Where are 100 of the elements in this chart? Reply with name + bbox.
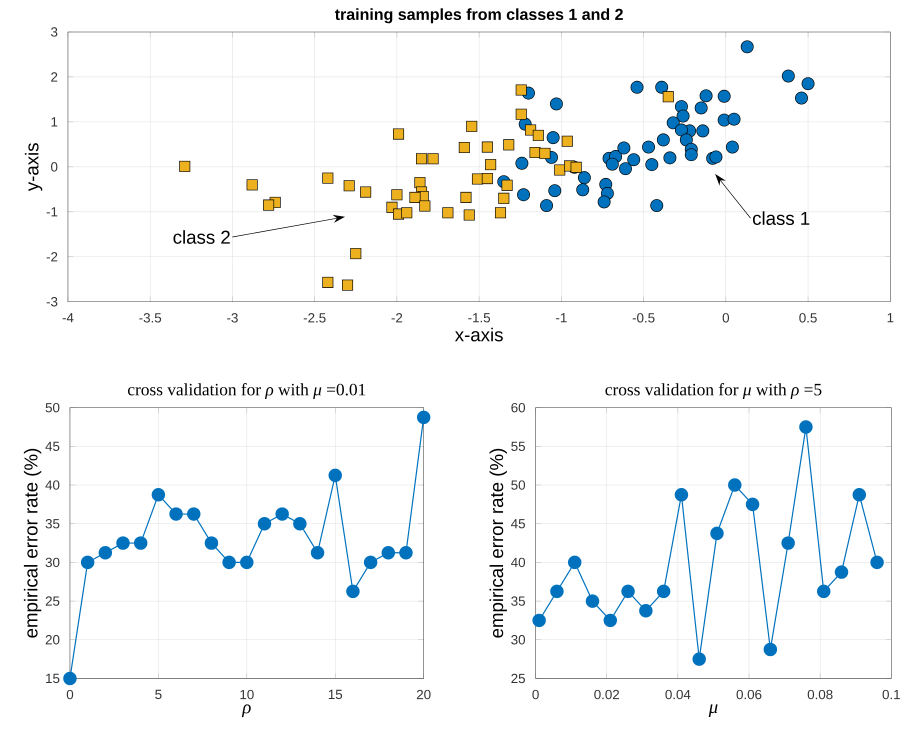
x-tick-label: 5 bbox=[155, 690, 162, 699]
y-axis-title: empirical error rate (%) bbox=[490, 448, 507, 638]
point bbox=[293, 516, 307, 530]
point bbox=[63, 672, 77, 685]
point bbox=[550, 584, 564, 598]
y-tick-label: 60 bbox=[511, 402, 526, 412]
point bbox=[627, 152, 640, 166]
point bbox=[98, 546, 112, 560]
annotation: class 1 bbox=[752, 211, 810, 225]
x-tick-label: 0.1 bbox=[882, 690, 900, 700]
point bbox=[344, 180, 355, 192]
point bbox=[656, 584, 670, 598]
point bbox=[795, 91, 808, 104]
x-tick-label: -2 bbox=[392, 312, 402, 322]
x-tick-label: 1 bbox=[888, 312, 894, 322]
point bbox=[642, 140, 655, 154]
chart-title: cross validation for μ with ρ =5 bbox=[605, 382, 822, 399]
point bbox=[598, 195, 611, 208]
point bbox=[416, 153, 428, 164]
point bbox=[554, 164, 566, 176]
chart-title: cross validation for ρ with μ =0.01 bbox=[128, 382, 366, 399]
x-tick-label: -3 bbox=[227, 312, 238, 322]
point bbox=[80, 555, 94, 569]
point bbox=[606, 157, 619, 170]
y-tick-label: 20 bbox=[46, 634, 60, 644]
point bbox=[322, 276, 334, 288]
point bbox=[498, 192, 510, 204]
chart-title: training samples from classes 1 and 2 bbox=[334, 8, 623, 24]
point bbox=[684, 148, 698, 161]
point bbox=[662, 90, 674, 102]
point bbox=[548, 184, 562, 197]
point bbox=[568, 555, 582, 569]
x-tick-label: 0.04 bbox=[665, 690, 690, 700]
point bbox=[409, 192, 421, 203]
y-tick-label: 1 bbox=[52, 117, 58, 126]
x-axis-title: μ bbox=[708, 704, 718, 717]
point bbox=[645, 158, 658, 171]
point bbox=[328, 468, 342, 482]
x-tick-label: -4 bbox=[62, 312, 74, 322]
x-tick-label: 0.08 bbox=[808, 690, 833, 700]
point bbox=[692, 652, 706, 666]
point bbox=[322, 172, 334, 184]
point bbox=[169, 507, 183, 521]
point bbox=[570, 162, 582, 173]
point bbox=[482, 141, 493, 152]
point bbox=[516, 108, 527, 120]
point bbox=[382, 546, 396, 560]
y-tick-label: 35 bbox=[511, 596, 525, 606]
point bbox=[442, 206, 454, 218]
x-axis-title: ρ bbox=[242, 704, 251, 717]
y-tick-label: -2 bbox=[46, 252, 58, 262]
y-tick-label: 55 bbox=[511, 441, 525, 451]
point bbox=[494, 206, 506, 218]
y-tick-label: 30 bbox=[511, 634, 526, 644]
point bbox=[639, 604, 653, 618]
point bbox=[428, 153, 439, 164]
y-tick-label: 25 bbox=[46, 596, 60, 606]
point bbox=[663, 151, 676, 164]
point bbox=[399, 546, 413, 560]
point bbox=[680, 133, 693, 146]
point bbox=[275, 507, 289, 521]
point bbox=[621, 584, 635, 598]
point bbox=[482, 172, 493, 184]
point bbox=[515, 156, 528, 170]
x-tick-label: 0 bbox=[532, 690, 539, 700]
point bbox=[562, 135, 573, 147]
point bbox=[781, 536, 795, 550]
point bbox=[517, 188, 530, 201]
x-tick-label: -1 bbox=[556, 312, 567, 322]
point bbox=[746, 497, 760, 511]
y-tick-label: -3 bbox=[46, 296, 58, 306]
x-tick-label: -2.5 bbox=[304, 312, 326, 322]
y-tick-label: 0 bbox=[51, 162, 58, 172]
x-tick-label: 0 bbox=[66, 690, 74, 700]
point bbox=[393, 128, 404, 140]
point bbox=[464, 209, 475, 220]
point bbox=[696, 124, 710, 138]
point bbox=[619, 162, 632, 175]
point bbox=[360, 186, 372, 198]
point bbox=[740, 40, 754, 54]
point bbox=[710, 150, 722, 164]
x-tick-label: 0 bbox=[722, 312, 730, 322]
y-tick-label: -1 bbox=[46, 207, 58, 216]
point bbox=[666, 116, 680, 130]
point bbox=[458, 142, 470, 153]
point bbox=[466, 120, 478, 132]
y-tick-label: 25 bbox=[511, 674, 525, 683]
point bbox=[728, 478, 742, 492]
point bbox=[539, 148, 550, 159]
point bbox=[834, 565, 848, 579]
point bbox=[179, 160, 190, 172]
point bbox=[728, 112, 741, 126]
y-axis-title: empirical error rate (%) bbox=[24, 448, 42, 638]
x-tick-label: 15 bbox=[328, 690, 342, 699]
y-tick-label: 45 bbox=[45, 441, 60, 451]
point bbox=[540, 198, 554, 212]
point bbox=[460, 192, 472, 203]
point bbox=[782, 69, 795, 82]
point bbox=[346, 584, 360, 598]
point bbox=[718, 90, 731, 103]
